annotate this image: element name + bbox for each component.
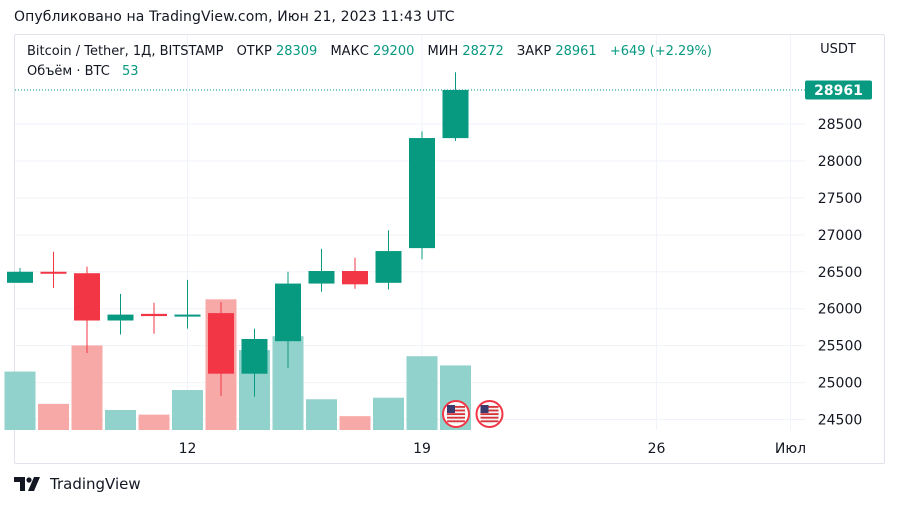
flag-stripe	[480, 406, 499, 408]
flag-canton	[447, 405, 455, 413]
candle-body	[442, 89, 469, 139]
volume-bar	[406, 356, 438, 430]
volume-legend-label[interactable]: Объём · BTC	[27, 64, 110, 79]
time-tick-label: 12	[179, 441, 197, 457]
candle-body	[375, 251, 402, 283]
published-caption: Опубликовано на TradingView.com, Июн 21,…	[14, 9, 455, 25]
time-tick-label: Июл	[775, 441, 806, 457]
legend-low-value: 28272	[462, 44, 503, 59]
event-markers	[442, 400, 504, 428]
volume-bar	[339, 416, 371, 430]
volume-bar	[373, 397, 404, 430]
candle-body	[40, 271, 67, 274]
flag-stripe	[447, 420, 465, 423]
candle-body	[7, 271, 33, 283]
flag-canton	[480, 405, 489, 413]
legend-change: +649 (+2.29%)	[610, 44, 712, 59]
price-tick-label: 28500	[818, 117, 863, 133]
flag-stripe	[447, 409, 465, 412]
volume-bar	[172, 390, 203, 430]
candle-body	[342, 271, 368, 285]
legend-line: Bitcoin / Tether, 1Д, BITSTAMP ОТКР 2830…	[27, 44, 712, 59]
volume-bar	[4, 371, 36, 430]
candlesticks	[7, 72, 469, 397]
volume-bar	[105, 410, 136, 430]
volume-legend-line: Объём · BTC 53	[27, 64, 139, 79]
flag-stripe	[480, 416, 499, 419]
legend-high-value: 29200	[373, 44, 414, 59]
flag-stripe	[447, 413, 465, 415]
candle-body	[308, 271, 335, 284]
legend-open-label: ОТКР	[237, 44, 272, 59]
price-tick-label: 24500	[818, 413, 863, 429]
legend-high-label: МАКС	[330, 44, 368, 59]
volume-bar	[38, 403, 69, 430]
flag-stripe	[447, 406, 465, 408]
price-tick-label: 26000	[818, 302, 863, 318]
price-tick-label: 25000	[818, 376, 863, 392]
price-tick-label: 25500	[818, 339, 863, 355]
flag-stripe	[480, 413, 499, 415]
flag-stripe	[480, 420, 499, 423]
legend-symbol[interactable]: Bitcoin / Tether, 1Д, BITSTAMP	[27, 44, 224, 59]
volume-legend-value: 53	[122, 64, 139, 79]
candle-body	[141, 313, 167, 317]
candle-body	[409, 138, 435, 249]
price-tick-label: 26500	[818, 265, 863, 281]
candle-body	[107, 314, 134, 321]
candle-body	[74, 273, 100, 321]
candle-body	[208, 313, 234, 374]
candle-body	[241, 338, 268, 374]
legend-close-label: ЗАКР	[517, 44, 551, 59]
legend-low-label: МИН	[428, 44, 459, 59]
volume-bar	[71, 345, 103, 430]
price-tick-label: 27500	[818, 191, 863, 207]
price-axis: 24500 25000 25500 26000 26500 27000 27500 28000…	[805, 80, 872, 429]
us-flag-icon	[475, 400, 504, 428]
price-tick-label: 27000	[818, 228, 863, 244]
time-tick-label: 19	[413, 441, 431, 457]
chart-frame	[14, 34, 885, 464]
legend-open-value: 28309	[276, 44, 317, 59]
tradingview-logo-icon	[14, 477, 40, 491]
currency-label[interactable]: USDT	[820, 42, 856, 57]
last-price-label: 28961	[814, 83, 863, 99]
candle-body	[275, 283, 301, 342]
legend-close-value: 28961	[555, 44, 596, 59]
candle-body	[174, 314, 201, 317]
us-flag-icon	[442, 400, 470, 428]
price-tick-label: 28000	[818, 154, 863, 170]
last-price-badge	[805, 80, 872, 100]
volume-bar	[306, 399, 337, 430]
time-axis: 12 19 26 Июл	[179, 441, 807, 457]
tradingview-brand-text: TradingView	[50, 475, 141, 493]
flag-stripe	[480, 409, 499, 412]
tradingview-logo[interactable]: TradingView	[14, 475, 141, 493]
volume-bar	[138, 414, 170, 430]
flag-stripe	[447, 416, 465, 419]
time-tick-label: 26	[648, 441, 666, 457]
